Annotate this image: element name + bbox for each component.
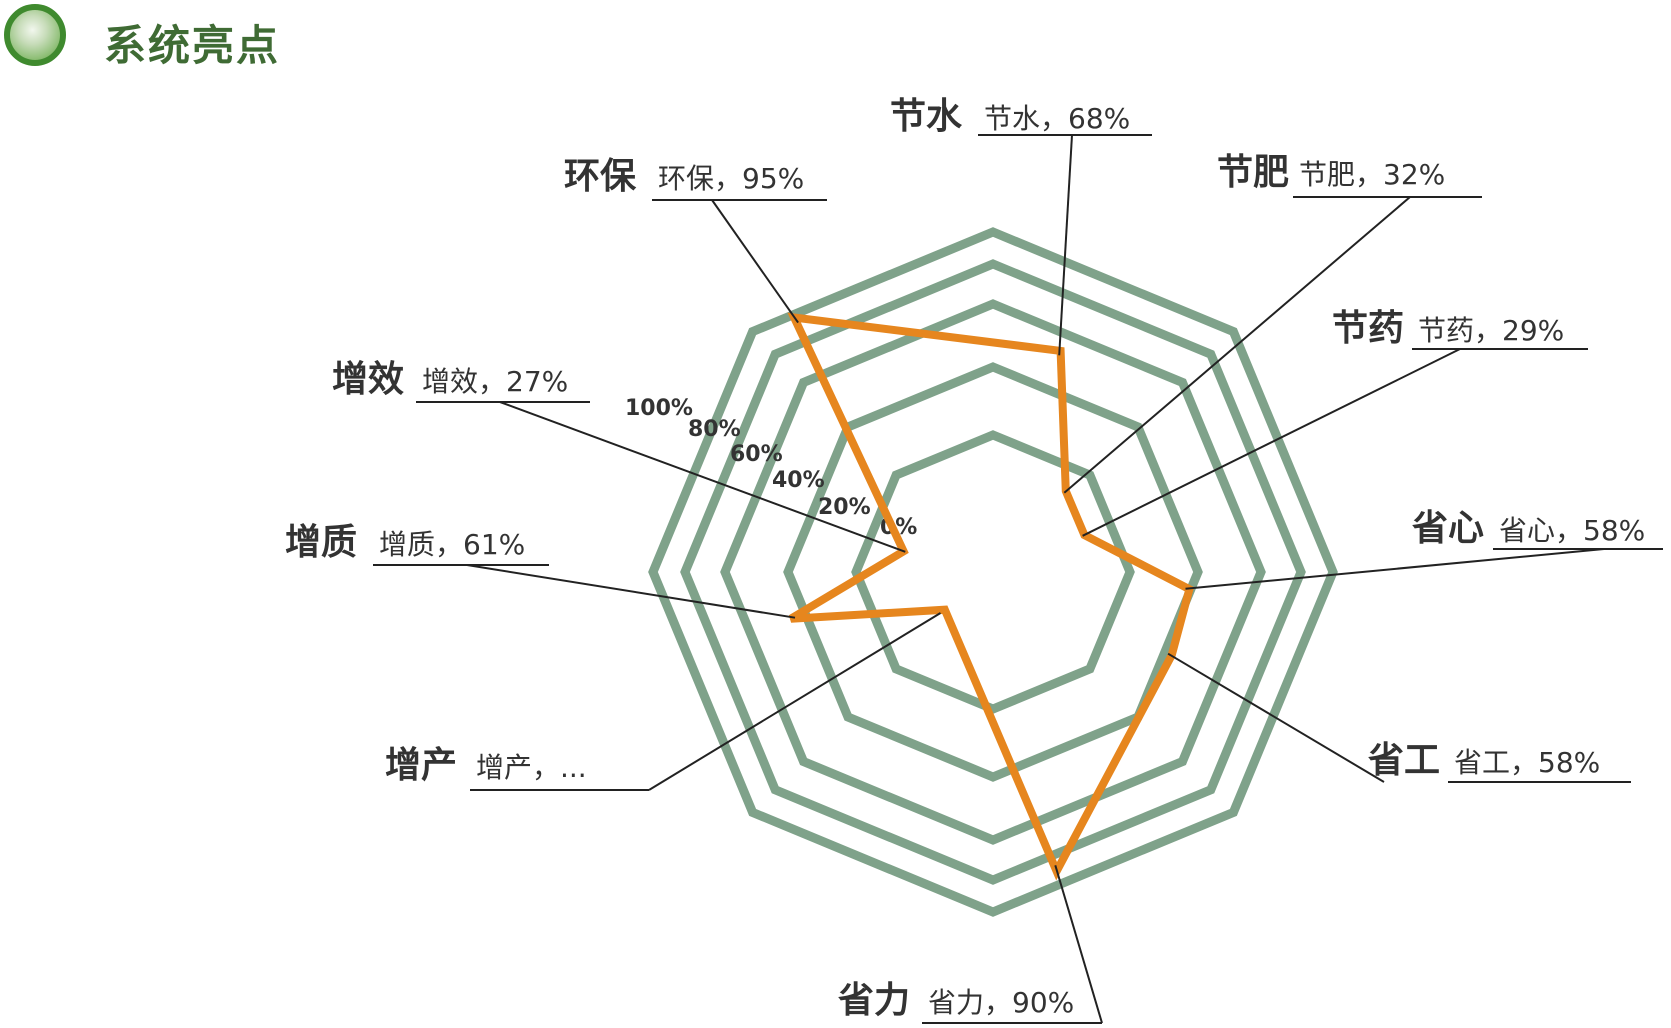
leader-line — [1082, 348, 1461, 537]
axis-name-label: 增效 — [332, 359, 404, 400]
axis-value-label: 环保，95% — [658, 162, 804, 195]
axis-value-label: 节肥，32% — [1299, 158, 1445, 191]
leader-line — [466, 564, 796, 619]
axis-value-label: 增效，27% — [422, 365, 568, 398]
green-bullet-icon — [4, 4, 66, 66]
axis-name-label: 增质 — [285, 522, 357, 563]
data-point — [789, 617, 792, 620]
axis-value-label: 节药，29% — [1418, 314, 1564, 347]
grid-ring-2 — [720, 299, 1266, 845]
axis-labels: 节水 节水，68% 节肥 节肥，32% 节药 节药，29% 省心 省心，58% 省工 省工，58%… — [285, 96, 1645, 1021]
grid-ring-3 — [680, 259, 1306, 885]
radial-axis-ticks: 0%20%40%60%80%100% — [625, 396, 917, 540]
radial-tick-label: 60% — [730, 442, 783, 467]
axis-value-label: 节水，68% — [984, 102, 1130, 135]
leader-line — [499, 401, 906, 553]
leader-line — [1058, 134, 1073, 356]
grid-ring-1 — [783, 362, 1203, 782]
radial-tick-label: 20% — [818, 495, 871, 520]
axis-name-label: 省心 — [1412, 508, 1484, 549]
leader-lines — [373, 134, 1663, 1024]
axis-name-label: 节肥 — [1217, 152, 1289, 193]
radar-series — [787, 312, 1195, 881]
axis-name-label: 省工 — [1368, 740, 1440, 781]
axis-value-label: 增质，61% — [379, 528, 525, 561]
axis-name-label: 省力 — [838, 980, 910, 1021]
leader-line — [1063, 196, 1411, 494]
section-header: 系统亮点 — [0, 0, 600, 80]
axis-value-label: 省心，58% — [1499, 514, 1645, 547]
axis-value-label: 增产，... — [476, 751, 587, 784]
leader-line — [1167, 652, 1385, 783]
axis-value-label: 省工，58% — [1454, 746, 1600, 779]
radial-tick-label: 40% — [772, 468, 825, 493]
section-title: 系统亮点 — [104, 21, 281, 70]
axis-name-label: 节水 — [890, 96, 963, 137]
radial-tick-label: 80% — [688, 417, 741, 442]
radial-tick-label: 100% — [625, 396, 693, 421]
grid-ring-4 — [648, 227, 1338, 917]
leader-line — [648, 612, 942, 791]
axis-name-label: 节药 — [1332, 308, 1404, 349]
leader-line — [711, 199, 799, 324]
axis-name-label: 环保 — [564, 156, 637, 197]
data-point — [943, 608, 946, 611]
leader-line — [1185, 548, 1605, 590]
axis-name-label: 增产 — [385, 745, 457, 786]
radar-grid — [648, 227, 1338, 917]
leader-line — [1054, 865, 1103, 1024]
grid-ring-0 — [851, 430, 1135, 714]
axis-value-label: 省力，90% — [928, 986, 1074, 1019]
